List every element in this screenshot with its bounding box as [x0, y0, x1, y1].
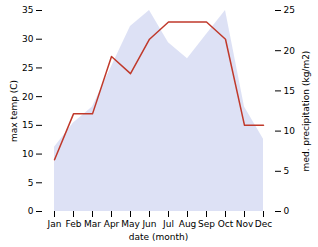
svg-text:date (month): date (month) — [129, 232, 188, 242]
svg-text:Sep: Sep — [198, 219, 215, 229]
svg-text:Dec: Dec — [255, 219, 272, 229]
svg-text:25: 25 — [22, 63, 33, 73]
svg-text:35: 35 — [22, 5, 33, 15]
svg-text:Mar: Mar — [84, 219, 101, 229]
svg-text:0: 0 — [284, 206, 290, 216]
svg-text:med. precipitation (kg/m2): med. precipitation (kg/m2) — [301, 51, 311, 172]
svg-text:5: 5 — [284, 166, 290, 176]
svg-text:Feb: Feb — [66, 219, 82, 229]
svg-text:Aug: Aug — [179, 219, 197, 229]
svg-text:20: 20 — [284, 46, 296, 56]
svg-text:Jun: Jun — [141, 219, 156, 229]
svg-text:0: 0 — [28, 206, 34, 216]
svg-text:Oct: Oct — [218, 219, 234, 229]
svg-text:Jul: Jul — [162, 219, 174, 229]
svg-text:5: 5 — [28, 178, 34, 188]
svg-text:15: 15 — [22, 120, 33, 130]
svg-text:May: May — [121, 219, 140, 229]
svg-text:max temp (C): max temp (C) — [9, 80, 19, 142]
svg-text:20: 20 — [22, 92, 34, 102]
svg-text:Jan: Jan — [47, 219, 62, 229]
svg-text:10: 10 — [22, 149, 34, 159]
svg-text:30: 30 — [22, 34, 34, 44]
svg-text:10: 10 — [284, 126, 296, 136]
svg-text:25: 25 — [284, 5, 295, 15]
svg-text:Apr: Apr — [104, 219, 120, 229]
svg-text:Nov: Nov — [236, 219, 254, 229]
svg-text:15: 15 — [284, 86, 295, 96]
